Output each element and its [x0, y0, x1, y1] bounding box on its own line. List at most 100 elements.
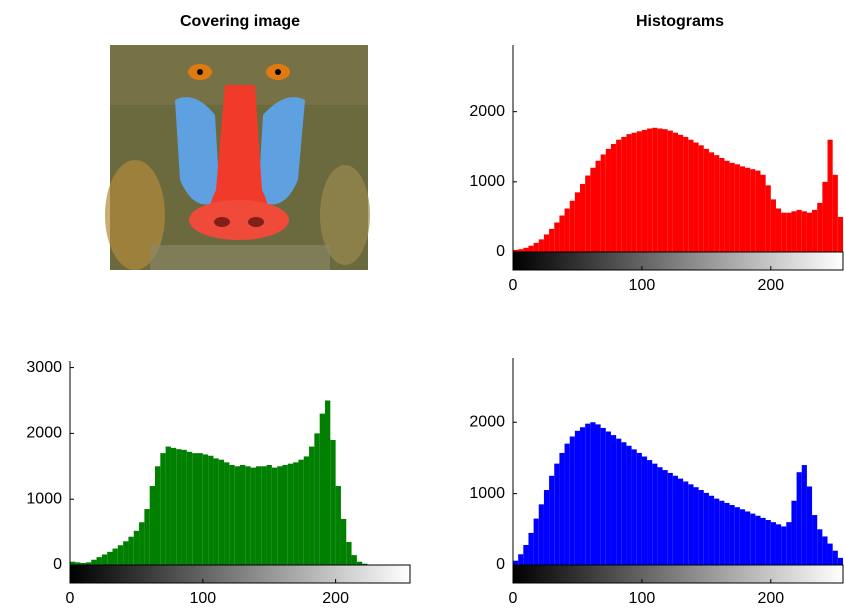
y-tick-label: 3000 — [26, 359, 62, 376]
bar — [96, 557, 102, 565]
bar — [796, 472, 802, 565]
bar — [683, 481, 689, 565]
bar — [523, 247, 529, 252]
bar — [569, 436, 575, 565]
bar — [362, 563, 368, 565]
bar — [791, 211, 797, 252]
bar — [176, 449, 182, 565]
bar — [229, 464, 235, 565]
bar — [719, 157, 725, 252]
bar — [245, 466, 251, 565]
x-tick-label: 200 — [322, 590, 349, 607]
bar — [133, 530, 140, 565]
bar — [786, 522, 792, 565]
y-tick-label: 2000 — [26, 425, 62, 442]
bar — [538, 504, 544, 565]
bar — [543, 234, 550, 252]
bar — [70, 561, 76, 565]
bar — [626, 445, 632, 565]
bar — [208, 455, 214, 565]
bar — [832, 174, 838, 252]
bar — [827, 543, 833, 565]
bar — [621, 442, 627, 565]
y-tick-label: 1000 — [469, 173, 505, 190]
bar — [812, 209, 818, 252]
bar — [755, 170, 761, 252]
bar — [600, 427, 606, 565]
bar — [662, 470, 668, 565]
colorbar — [512, 564, 844, 584]
bar — [827, 139, 833, 252]
bar — [770, 522, 776, 565]
bar — [822, 181, 828, 252]
bar — [564, 443, 570, 565]
bar — [595, 160, 601, 252]
bar — [626, 134, 632, 252]
bar — [760, 517, 766, 565]
bar — [657, 128, 663, 252]
bar — [569, 200, 575, 252]
bar — [234, 466, 240, 565]
bar — [533, 242, 539, 252]
bar — [703, 492, 709, 565]
bar — [760, 174, 766, 252]
bar — [202, 454, 209, 565]
bar — [523, 545, 529, 565]
bar — [80, 563, 86, 565]
bar — [647, 460, 653, 565]
bar — [340, 518, 347, 565]
bar — [165, 446, 171, 565]
bar — [261, 466, 267, 565]
y-tick-label: 0 — [53, 556, 62, 573]
bar — [724, 502, 730, 565]
bar — [309, 446, 315, 565]
bar — [549, 475, 555, 565]
bar — [580, 427, 586, 565]
bar — [213, 458, 219, 565]
bar — [745, 167, 751, 252]
x-tick-label: 200 — [757, 590, 784, 607]
bar — [330, 439, 336, 565]
y-tick-label: 0 — [496, 556, 505, 573]
bar — [112, 548, 118, 565]
bar — [724, 160, 730, 252]
bar — [554, 463, 560, 565]
bar — [298, 459, 304, 565]
bar — [128, 536, 134, 565]
bar — [739, 509, 746, 565]
y-tick-label: 1000 — [26, 490, 62, 507]
bar — [667, 130, 673, 252]
bar — [734, 507, 740, 565]
bar — [837, 557, 843, 565]
bar — [549, 228, 555, 252]
x-tick-label: 100 — [629, 277, 656, 294]
bar — [812, 515, 818, 565]
bar — [218, 459, 225, 565]
bar — [271, 467, 278, 565]
bar — [667, 472, 673, 565]
bar — [678, 478, 684, 565]
bar — [641, 129, 648, 252]
y-tick-label: 0 — [496, 243, 505, 260]
bar — [781, 212, 787, 252]
bar — [282, 464, 288, 565]
bar — [806, 212, 813, 252]
bar — [351, 555, 357, 565]
bar — [610, 143, 617, 252]
bar — [817, 529, 823, 565]
bar — [356, 561, 363, 565]
bar — [672, 475, 678, 565]
bar — [750, 169, 756, 252]
bar — [192, 453, 198, 565]
x-tick-label: 100 — [629, 590, 656, 607]
bar — [266, 464, 272, 565]
bar — [693, 142, 699, 252]
bar — [775, 208, 782, 252]
bar — [698, 490, 704, 565]
bar — [801, 211, 807, 252]
bar — [85, 562, 92, 565]
bar — [528, 245, 534, 252]
bar — [714, 155, 720, 252]
bar — [224, 462, 230, 565]
bar — [303, 456, 310, 565]
